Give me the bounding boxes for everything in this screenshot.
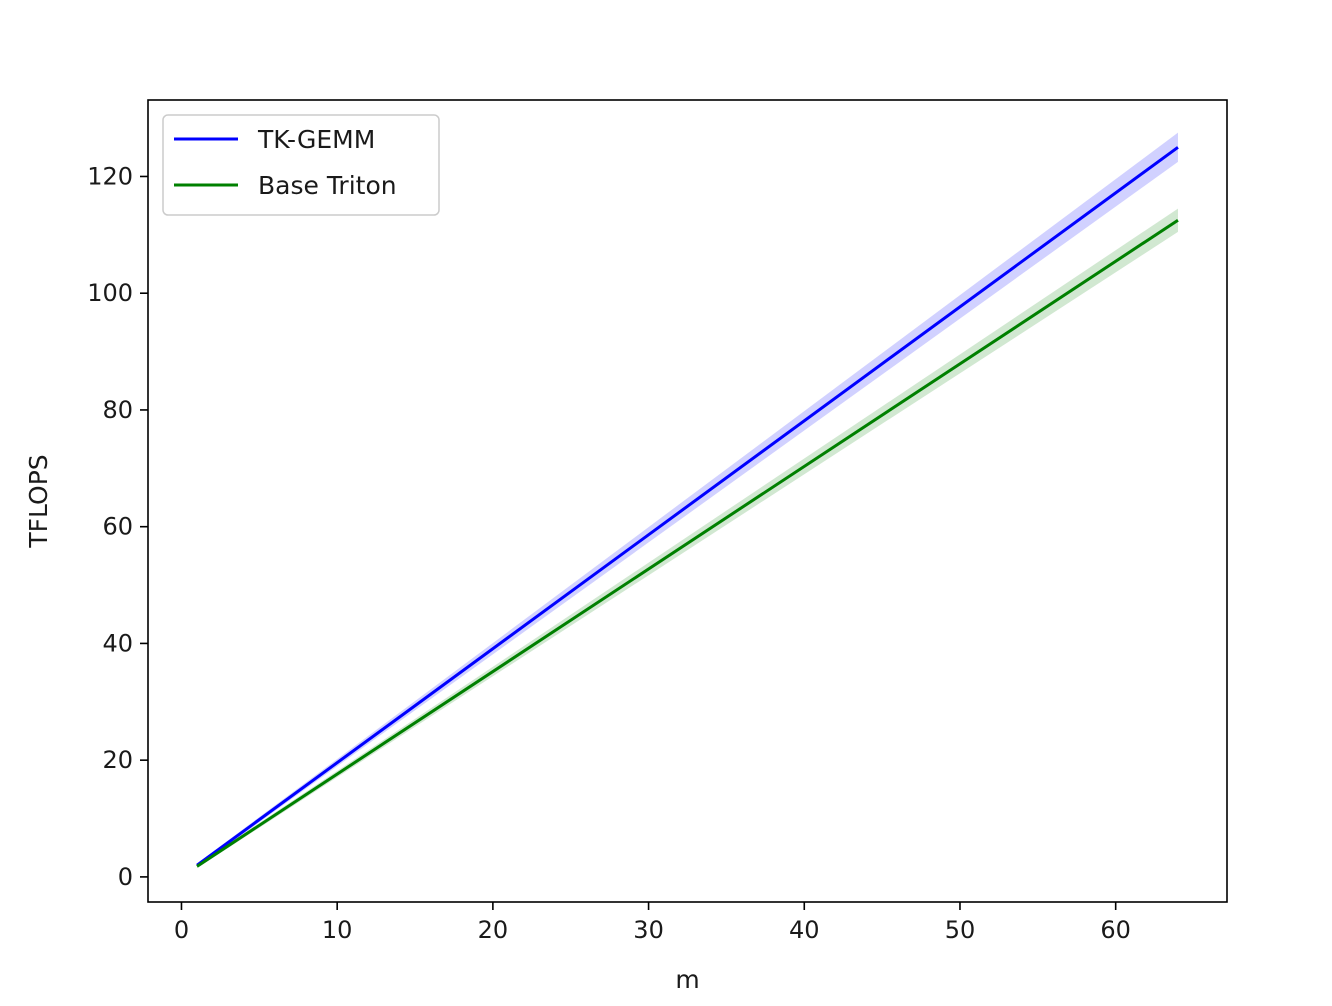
y-tick-label: 0 xyxy=(118,863,133,891)
y-axis-label: TFLOPS xyxy=(24,454,53,548)
x-tick-label: 0 xyxy=(174,916,189,944)
y-tick-label: 100 xyxy=(87,279,133,307)
legend: TK-GEMM Base Triton xyxy=(162,114,440,216)
x-tick-label: 60 xyxy=(1100,916,1131,944)
x-axis-label: m xyxy=(675,965,699,994)
y-tick-label: 40 xyxy=(102,629,133,657)
band-tk-gemm xyxy=(197,132,1178,867)
plot-frame xyxy=(147,99,1228,903)
legend-label: Base Triton xyxy=(258,171,397,200)
legend-label: TK-GEMM xyxy=(257,125,375,154)
x-tick-label: 50 xyxy=(945,916,976,944)
y-axis-ticks: 0 20 40 60 80 100 120 xyxy=(87,162,148,891)
y-tick-label: 80 xyxy=(102,396,133,424)
y-tick-label: 60 xyxy=(102,513,133,541)
y-tick-label: 120 xyxy=(87,162,133,190)
x-tick-label: 40 xyxy=(789,916,820,944)
x-tick-label: 10 xyxy=(322,916,353,944)
y-tick-label: 20 xyxy=(102,746,133,774)
line-tk-gemm xyxy=(196,146,1179,867)
x-axis-ticks: 0 10 20 30 40 50 60 xyxy=(174,902,1131,944)
line-base-triton xyxy=(196,218,1179,868)
series-lines xyxy=(196,146,1179,868)
x-tick-label: 30 xyxy=(633,916,664,944)
x-tick-label: 20 xyxy=(478,916,509,944)
